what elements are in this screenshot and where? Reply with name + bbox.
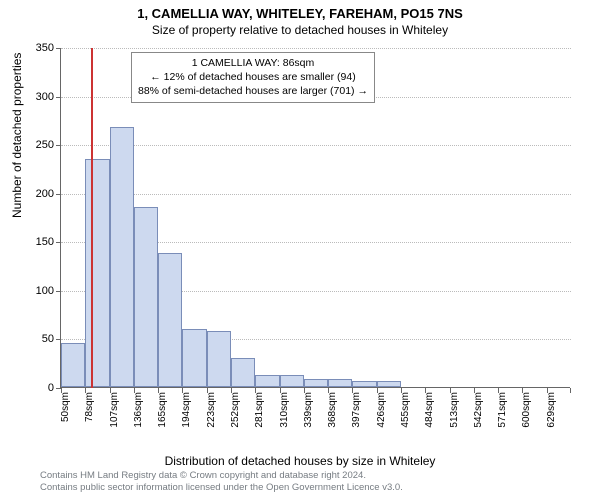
ytick-label: 50: [12, 333, 54, 345]
histogram-bar: [377, 381, 401, 387]
histogram-bar: [328, 379, 352, 387]
ytick-label: 100: [12, 285, 54, 297]
xtick-label: 629sqm: [546, 392, 557, 436]
info-line: 1 CAMELLIA WAY: 86sqm: [138, 56, 368, 70]
xtick-label: 50sqm: [60, 392, 71, 436]
xtick-label: 310sqm: [279, 392, 290, 436]
xtick-label: 339sqm: [303, 392, 314, 436]
histogram-bar: [280, 375, 304, 387]
histogram-bar: [304, 379, 328, 387]
chart-title: 1, CAMELLIA WAY, WHITELEY, FAREHAM, PO15…: [0, 0, 600, 21]
ytick-label: 250: [12, 139, 54, 151]
gridline: [61, 145, 571, 146]
ytick-label: 0: [12, 382, 54, 394]
histogram-bar: [134, 207, 158, 387]
xtick-label: 223sqm: [206, 392, 217, 436]
xtick-label: 455sqm: [400, 392, 411, 436]
histogram-bar: [231, 358, 255, 387]
xtick-label: 426sqm: [376, 392, 387, 436]
xtick-label: 484sqm: [424, 392, 435, 436]
histogram-bar: [255, 375, 279, 387]
ytick-mark: [56, 97, 61, 98]
ytick-mark: [56, 48, 61, 49]
xtick-label: 368sqm: [327, 392, 338, 436]
xtick-label: 194sqm: [181, 392, 192, 436]
ytick-label: 300: [12, 91, 54, 103]
histogram-bar: [182, 329, 206, 387]
ytick-mark: [56, 242, 61, 243]
ytick-mark: [56, 145, 61, 146]
plot-inner: 50sqm78sqm107sqm136sqm165sqm194sqm223sqm…: [60, 48, 570, 388]
xtick-label: 78sqm: [84, 392, 95, 436]
chart-subtitle: Size of property relative to detached ho…: [0, 21, 600, 37]
info-box: 1 CAMELLIA WAY: 86sqm← 12% of detached h…: [131, 52, 375, 103]
histogram-bar: [158, 253, 182, 387]
ytick-mark: [56, 291, 61, 292]
ytick-label: 200: [12, 188, 54, 200]
ytick-label: 150: [12, 236, 54, 248]
attribution-line2: Contains public sector information licen…: [40, 482, 403, 494]
xtick-label: 281sqm: [254, 392, 265, 436]
histogram-bar: [61, 343, 85, 387]
x-axis-label: Distribution of detached houses by size …: [0, 454, 600, 468]
gridline: [61, 48, 571, 49]
xtick-label: 252sqm: [230, 392, 241, 436]
ytick-mark: [56, 194, 61, 195]
xtick-label: 397sqm: [351, 392, 362, 436]
marker-line: [91, 48, 93, 388]
attribution-line1: Contains HM Land Registry data © Crown c…: [40, 470, 403, 482]
gridline: [61, 194, 571, 195]
histogram-bar: [110, 127, 134, 387]
histogram-bar: [207, 331, 231, 387]
info-line: ← 12% of detached houses are smaller (94…: [138, 70, 368, 84]
plot-area: 50sqm78sqm107sqm136sqm165sqm194sqm223sqm…: [60, 48, 570, 418]
xtick-label: 600sqm: [521, 392, 532, 436]
chart-container: 1, CAMELLIA WAY, WHITELEY, FAREHAM, PO15…: [0, 0, 600, 500]
ytick-mark: [56, 339, 61, 340]
info-line: 88% of semi-detached houses are larger (…: [138, 84, 368, 98]
xtick-label: 136sqm: [133, 392, 144, 436]
xtick-label: 542sqm: [473, 392, 484, 436]
ytick-label: 350: [12, 42, 54, 54]
xtick-label: 165sqm: [157, 392, 168, 436]
histogram-bar: [352, 381, 376, 387]
xtick-mark: [570, 388, 571, 393]
xtick-label: 107sqm: [109, 392, 120, 436]
xtick-label: 513sqm: [449, 392, 460, 436]
xtick-label: 571sqm: [497, 392, 508, 436]
histogram-bar: [85, 159, 109, 387]
attribution: Contains HM Land Registry data © Crown c…: [40, 470, 403, 494]
